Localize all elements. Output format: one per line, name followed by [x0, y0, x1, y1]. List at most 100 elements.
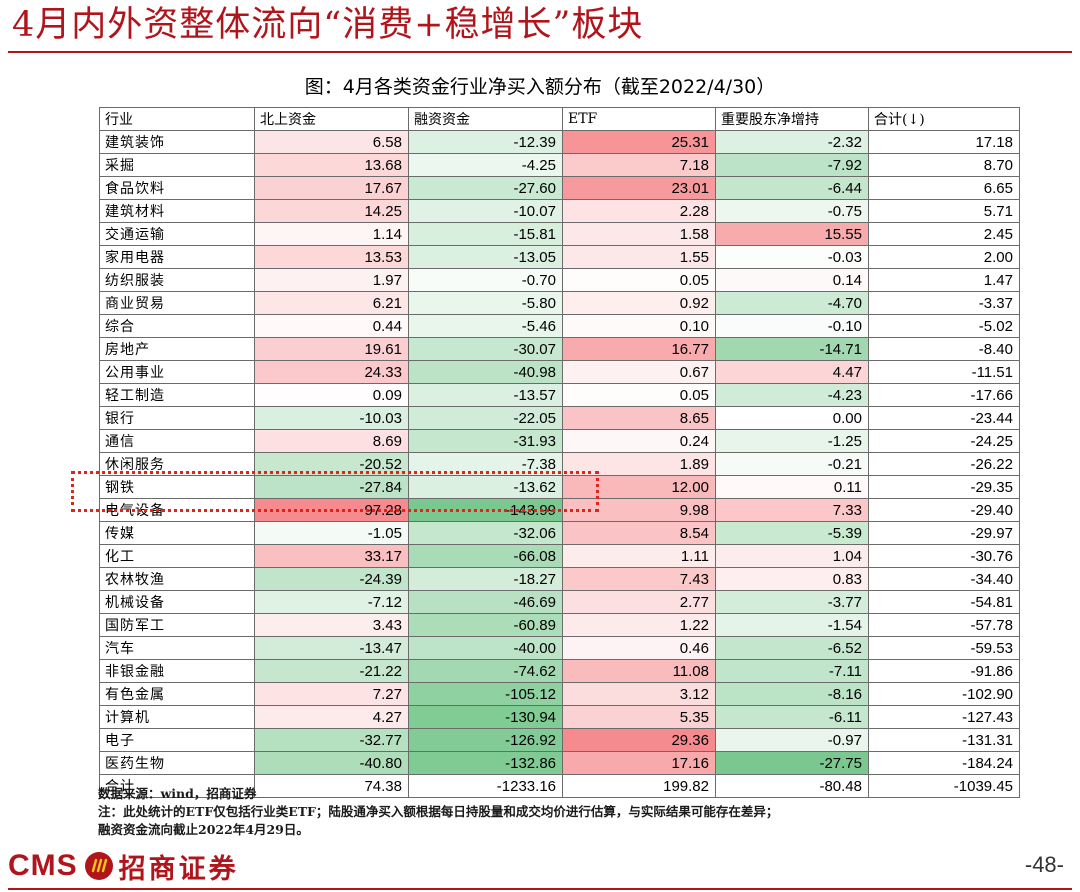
total-cell: -29.97 — [868, 521, 1020, 545]
shareholder-cell: -1.25 — [715, 429, 869, 453]
total-cell: -127.43 — [868, 705, 1020, 729]
total-cell: -29.35 — [868, 475, 1020, 499]
total-cell: 17.18 — [868, 130, 1020, 154]
margin-cell: -0.70 — [408, 268, 563, 292]
headline: 4月内外资整体流向“消费+稳增长”板块 — [12, 5, 644, 45]
fund-flow-table: 行业 北上资金 融资资金 ETF 重要股东净增持 合计(↓) 建筑装饰 6.58-… — [99, 107, 1020, 798]
total-cell: -54.81 — [868, 590, 1020, 614]
margin-cell: -31.93 — [408, 429, 563, 453]
margin-cell: -40.00 — [408, 636, 563, 660]
shareholder-cell: -8.16 — [715, 682, 869, 706]
etf-cell: 0.10 — [562, 314, 716, 338]
shareholder-cell: 0.00 — [715, 406, 869, 430]
logo-chinese: 招商证券 — [118, 853, 239, 885]
etf-cell: 8.65 — [562, 406, 716, 430]
etf-cell: 0.67 — [562, 360, 716, 384]
northbound-cell: -24.39 — [254, 567, 409, 591]
etf-cell: 9.98 — [562, 498, 716, 522]
table-row: 纺织服装 1.97 -0.70 0.05 0.14 1.47 — [99, 268, 1020, 292]
margin-note: 融资资金流向截止2022年4月29日。 — [98, 822, 309, 837]
margin-cell: -15.81 — [408, 222, 563, 246]
etf-cell: 5.35 — [562, 705, 716, 729]
total-cell: -17.66 — [868, 383, 1020, 407]
northbound-cell: 17.67 — [254, 176, 409, 200]
etf-cell: 0.05 — [562, 268, 716, 292]
shareholder-cell: -0.75 — [715, 199, 869, 223]
margin-cell: -132.86 — [408, 751, 563, 775]
shareholder-cell: -0.97 — [715, 728, 869, 752]
etf-cell: 1.22 — [562, 613, 716, 637]
table-row: 采掘 13.68 -4.25 7.18 -7.92 8.70 — [99, 153, 1020, 177]
shareholder-cell: -1.54 — [715, 613, 869, 637]
northbound-cell: 0.09 — [254, 383, 409, 407]
shareholder-cell: -0.03 — [715, 245, 869, 269]
shareholder-cell: -4.70 — [715, 291, 869, 315]
shareholder-cell: -2.32 — [715, 130, 869, 154]
total-cell: -91.86 — [868, 659, 1020, 683]
header-total: 合计(↓) — [868, 107, 1020, 131]
etf-cell: 29.36 — [562, 728, 716, 752]
notes: 数据来源：wind，招商证券 注：此处统计的ETF仅包括行业类ETF；陆股通净买… — [98, 785, 1058, 839]
industry-cell: 非银金融 — [99, 659, 255, 683]
margin-cell: -126.92 — [408, 728, 563, 752]
margin-cell: -30.07 — [408, 337, 563, 361]
total-cell: -3.37 — [868, 291, 1020, 315]
table-total-row: 合计 74.38 -1233.16 199.82 -80.48 -1039.45 — [99, 774, 1020, 798]
industry-cell: 综合 — [99, 314, 255, 338]
northbound-cell: 3.43 — [254, 613, 409, 637]
total-cell: -23.44 — [868, 406, 1020, 430]
northbound-cell: 14.25 — [254, 199, 409, 223]
table-row: 钢铁 -27.84 -13.62 12.00 0.11 -29.35 — [99, 475, 1020, 499]
header-northbound: 北上资金 — [254, 107, 409, 131]
total-cell: -11.51 — [868, 360, 1020, 384]
total-cell: -24.25 — [868, 429, 1020, 453]
industry-cell: 电子 — [99, 728, 255, 752]
northbound-cell: 8.69 — [254, 429, 409, 453]
margin-cell: -40.98 — [408, 360, 563, 384]
shareholder-cell: -3.77 — [715, 590, 869, 614]
shareholder-cell: -0.21 — [715, 452, 869, 476]
table-row: 银行 -10.03 -22.05 8.65 0.00 -23.44 — [99, 406, 1020, 430]
etf-cell: 25.31 — [562, 130, 716, 154]
northbound-cell: 1.97 — [254, 268, 409, 292]
etf-cell: 1.11 — [562, 544, 716, 568]
northbound-cell: 13.68 — [254, 153, 409, 177]
northbound-cell: -21.22 — [254, 659, 409, 683]
total-cell: -34.40 — [868, 567, 1020, 591]
shareholder-cell: -0.10 — [715, 314, 869, 338]
margin-cell: -74.62 — [408, 659, 563, 683]
table-row: 休闲服务 -20.52 -7.38 1.89 -0.21 -26.22 — [99, 452, 1020, 476]
total-cell: -8.40 — [868, 337, 1020, 361]
margin-cell: -22.05 — [408, 406, 563, 430]
total-cell: -59.53 — [868, 636, 1020, 660]
margin-cell: -27.60 — [408, 176, 563, 200]
total-cell: 2.45 — [868, 222, 1020, 246]
table-row: 通信 8.69 -31.93 0.24 -1.25 -24.25 — [99, 429, 1020, 453]
margin-cell: -4.25 — [408, 153, 563, 177]
margin-cell: -66.08 — [408, 544, 563, 568]
table-row: 机械设备 -7.12 -46.69 2.77 -3.77 -54.81 — [99, 590, 1020, 614]
etf-cell: 2.28 — [562, 199, 716, 223]
shareholder-cell: 0.11 — [715, 475, 869, 499]
industry-cell: 银行 — [99, 406, 255, 430]
shareholder-cell: 15.55 — [715, 222, 869, 246]
logo-latin: CMS — [8, 849, 78, 882]
industry-cell: 食品饮料 — [99, 176, 255, 200]
etf-cell: 17.16 — [562, 751, 716, 775]
shareholder-cell: -6.44 — [715, 176, 869, 200]
etf-cell: 12.00 — [562, 475, 716, 499]
total-cell: -184.24 — [868, 751, 1020, 775]
margin-cell: -13.05 — [408, 245, 563, 269]
etf-cell: 2.77 — [562, 590, 716, 614]
shareholder-cell: -6.52 — [715, 636, 869, 660]
northbound-cell: 33.17 — [254, 544, 409, 568]
etf-cell: 0.05 — [562, 383, 716, 407]
etf-cell: 16.77 — [562, 337, 716, 361]
shareholder-cell: -5.39 — [715, 521, 869, 545]
table-row: 有色金属 7.27 -105.12 3.12 -8.16 -102.90 — [99, 682, 1020, 706]
table-row: 医药生物 -40.80 -132.86 17.16 -27.75 -184.24 — [99, 751, 1020, 775]
industry-cell: 公用事业 — [99, 360, 255, 384]
northbound-cell: 19.61 — [254, 337, 409, 361]
shareholder-cell: 7.33 — [715, 498, 869, 522]
etf-cell: 0.24 — [562, 429, 716, 453]
